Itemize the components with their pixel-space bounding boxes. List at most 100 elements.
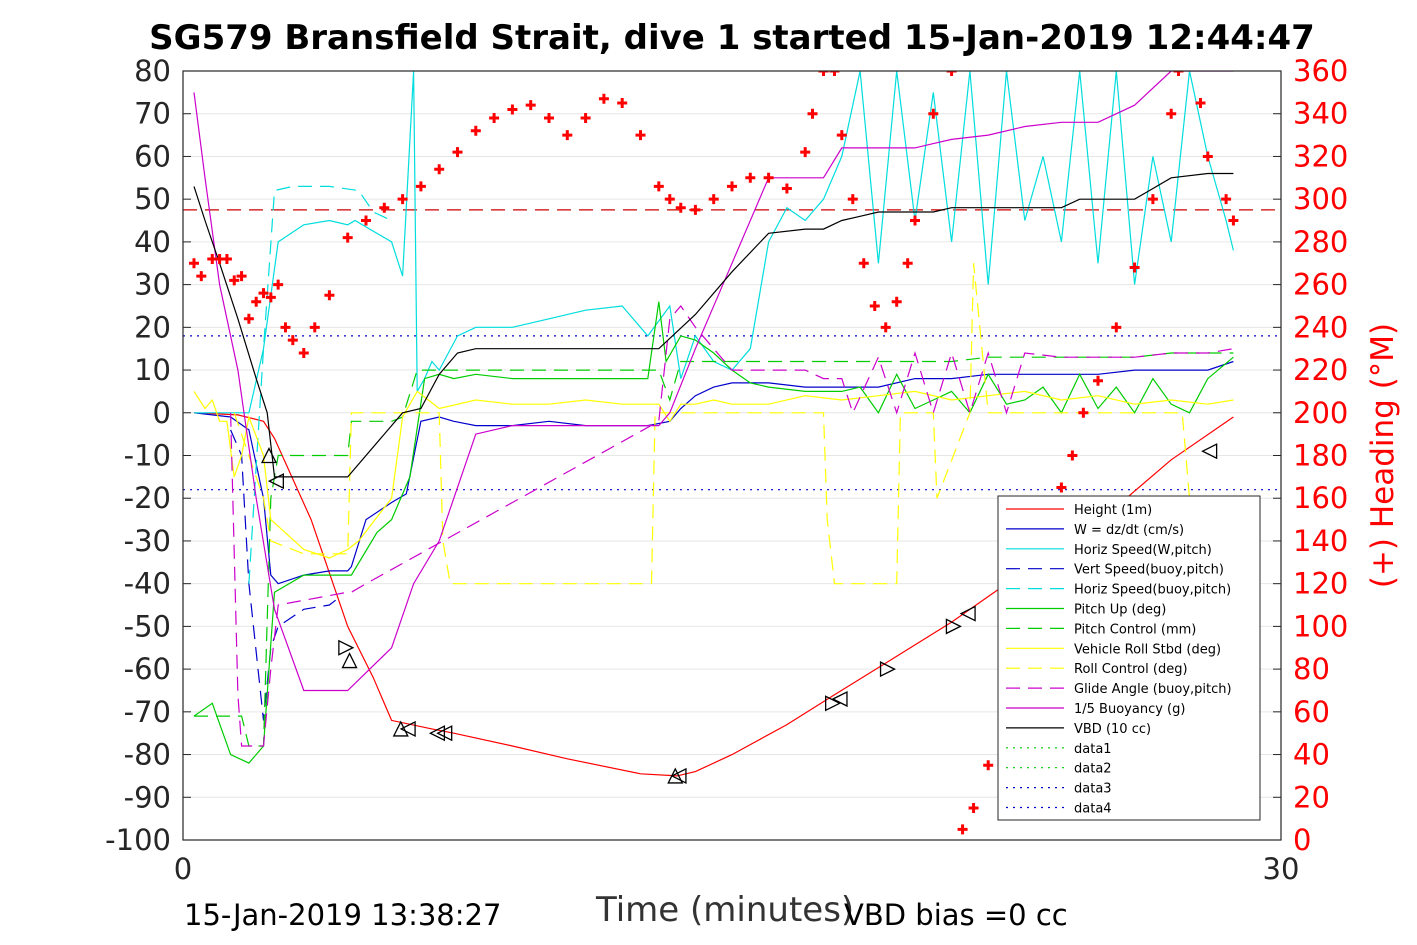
sample-marker (670, 767, 687, 784)
heading-point (287, 335, 298, 346)
sample-marker (341, 652, 358, 669)
heading-point (869, 300, 880, 311)
heading-point (928, 108, 939, 119)
y-tick-label: -90 (124, 780, 171, 814)
heading-point (452, 147, 463, 158)
y-tick-label: 10 (134, 353, 171, 387)
heading-point (273, 279, 284, 290)
legend-label: VBD (10 cc) (1074, 722, 1151, 737)
series-line (233, 263, 1234, 585)
heading-point (1221, 194, 1232, 205)
legend-label: Pitch Control (mm) (1074, 622, 1196, 637)
heading-point (1202, 151, 1213, 162)
heading-point (280, 322, 291, 333)
heading-point (727, 181, 737, 192)
footer-timestamp: 15-Jan-2019 13:38:27 (184, 898, 502, 932)
sample-marker (831, 690, 848, 708)
y2-tick-label: 220 (1293, 353, 1348, 387)
sample-marker (879, 661, 897, 678)
y2-tick-label: 140 (1293, 524, 1348, 558)
y2-tick-label: 20 (1293, 780, 1330, 814)
heading-point (763, 172, 774, 183)
sample-marker (945, 618, 962, 635)
heading-point (342, 232, 353, 243)
heading-point (196, 271, 207, 282)
heading-point (983, 760, 994, 771)
legend-label: Height (1m) (1074, 503, 1152, 518)
series-line (194, 352, 1234, 747)
y-tick-label: 40 (134, 225, 171, 259)
heading-point (258, 288, 269, 299)
heading-point (507, 104, 518, 115)
legend-label: Glide Angle (buoy,pitch) (1074, 682, 1232, 697)
heading-point (836, 130, 847, 141)
x-tick-label: 0 (174, 852, 192, 886)
x-axis-label: Time (minutes) (596, 890, 855, 930)
sample-marker (428, 725, 446, 742)
y2-tick-label: 100 (1293, 609, 1348, 643)
heading-point (968, 802, 979, 813)
heading-point (880, 322, 891, 333)
y2-axis-label: (+) Heading (°M) (1365, 323, 1401, 588)
legend-label: data4 (1074, 802, 1112, 817)
heading-point (470, 125, 481, 136)
heading-point (818, 71, 829, 76)
heading-point (1228, 215, 1239, 226)
legend-label: Horiz Speed(W,pitch) (1074, 543, 1212, 558)
heading-point (415, 181, 426, 192)
series-line (193, 301, 1234, 764)
series-line (230, 429, 341, 721)
y2-tick-label: 80 (1293, 652, 1330, 686)
heading-point (1195, 98, 1206, 109)
y-tick-label: -20 (124, 481, 171, 515)
heading-point (781, 183, 792, 194)
heading-point (525, 100, 536, 111)
heading-point (858, 258, 869, 269)
heading-point (265, 292, 276, 303)
heading-point (946, 71, 957, 76)
heading-point (807, 108, 818, 119)
heading-point (1078, 407, 1089, 418)
heading-point (664, 194, 675, 205)
y-tick-label: 30 (134, 268, 171, 302)
y2-tick-label: 40 (1293, 738, 1330, 772)
heading-point (910, 215, 920, 226)
heading-point (635, 130, 646, 141)
y-tick-label: 50 (134, 182, 171, 216)
legend-label: Vert Speed(buoy,pitch) (1074, 563, 1224, 578)
heading-point (745, 172, 756, 183)
y-tick-label: 20 (134, 310, 171, 344)
sample-marker (392, 720, 409, 737)
heading-point (1147, 194, 1158, 205)
heading-point (562, 130, 573, 141)
series-line (194, 71, 1234, 414)
heading-point (1067, 450, 1078, 461)
heading-point (708, 194, 719, 205)
heading-point (251, 296, 262, 307)
legend-label: Horiz Speed(buoy,pitch) (1074, 583, 1231, 598)
y2-tick-label: 260 (1293, 268, 1348, 302)
series-line (193, 71, 1234, 692)
legend-box (997, 495, 1261, 821)
heading-point (379, 202, 390, 213)
heading-point (690, 204, 701, 215)
y-tick-label: -60 (124, 652, 171, 686)
y2-tick-label: 60 (1293, 695, 1330, 729)
heading-point (309, 322, 320, 333)
chart-title: SG579 Bransfield Strait, dive 1 started … (149, 18, 1315, 58)
y2-tick-label: 280 (1293, 225, 1348, 259)
y-tick-label: -10 (124, 439, 171, 473)
y2-tick-label: 320 (1293, 139, 1348, 173)
y2-tick-label: 180 (1293, 439, 1348, 473)
series-line (230, 305, 1234, 747)
y-tick-label: 80 (134, 54, 171, 88)
y-tick-label: 70 (134, 97, 171, 131)
sample-marker (267, 473, 284, 490)
y2-tick-label: 360 (1293, 54, 1348, 88)
heading-point (397, 194, 408, 205)
heading-point (598, 93, 609, 104)
footer-vbd-bias: VBD bias =0 cc (844, 898, 1068, 932)
heading-point (236, 271, 247, 282)
heading-point (675, 202, 686, 213)
legend-label: 1/5 Buoyancy (g) (1074, 702, 1185, 717)
